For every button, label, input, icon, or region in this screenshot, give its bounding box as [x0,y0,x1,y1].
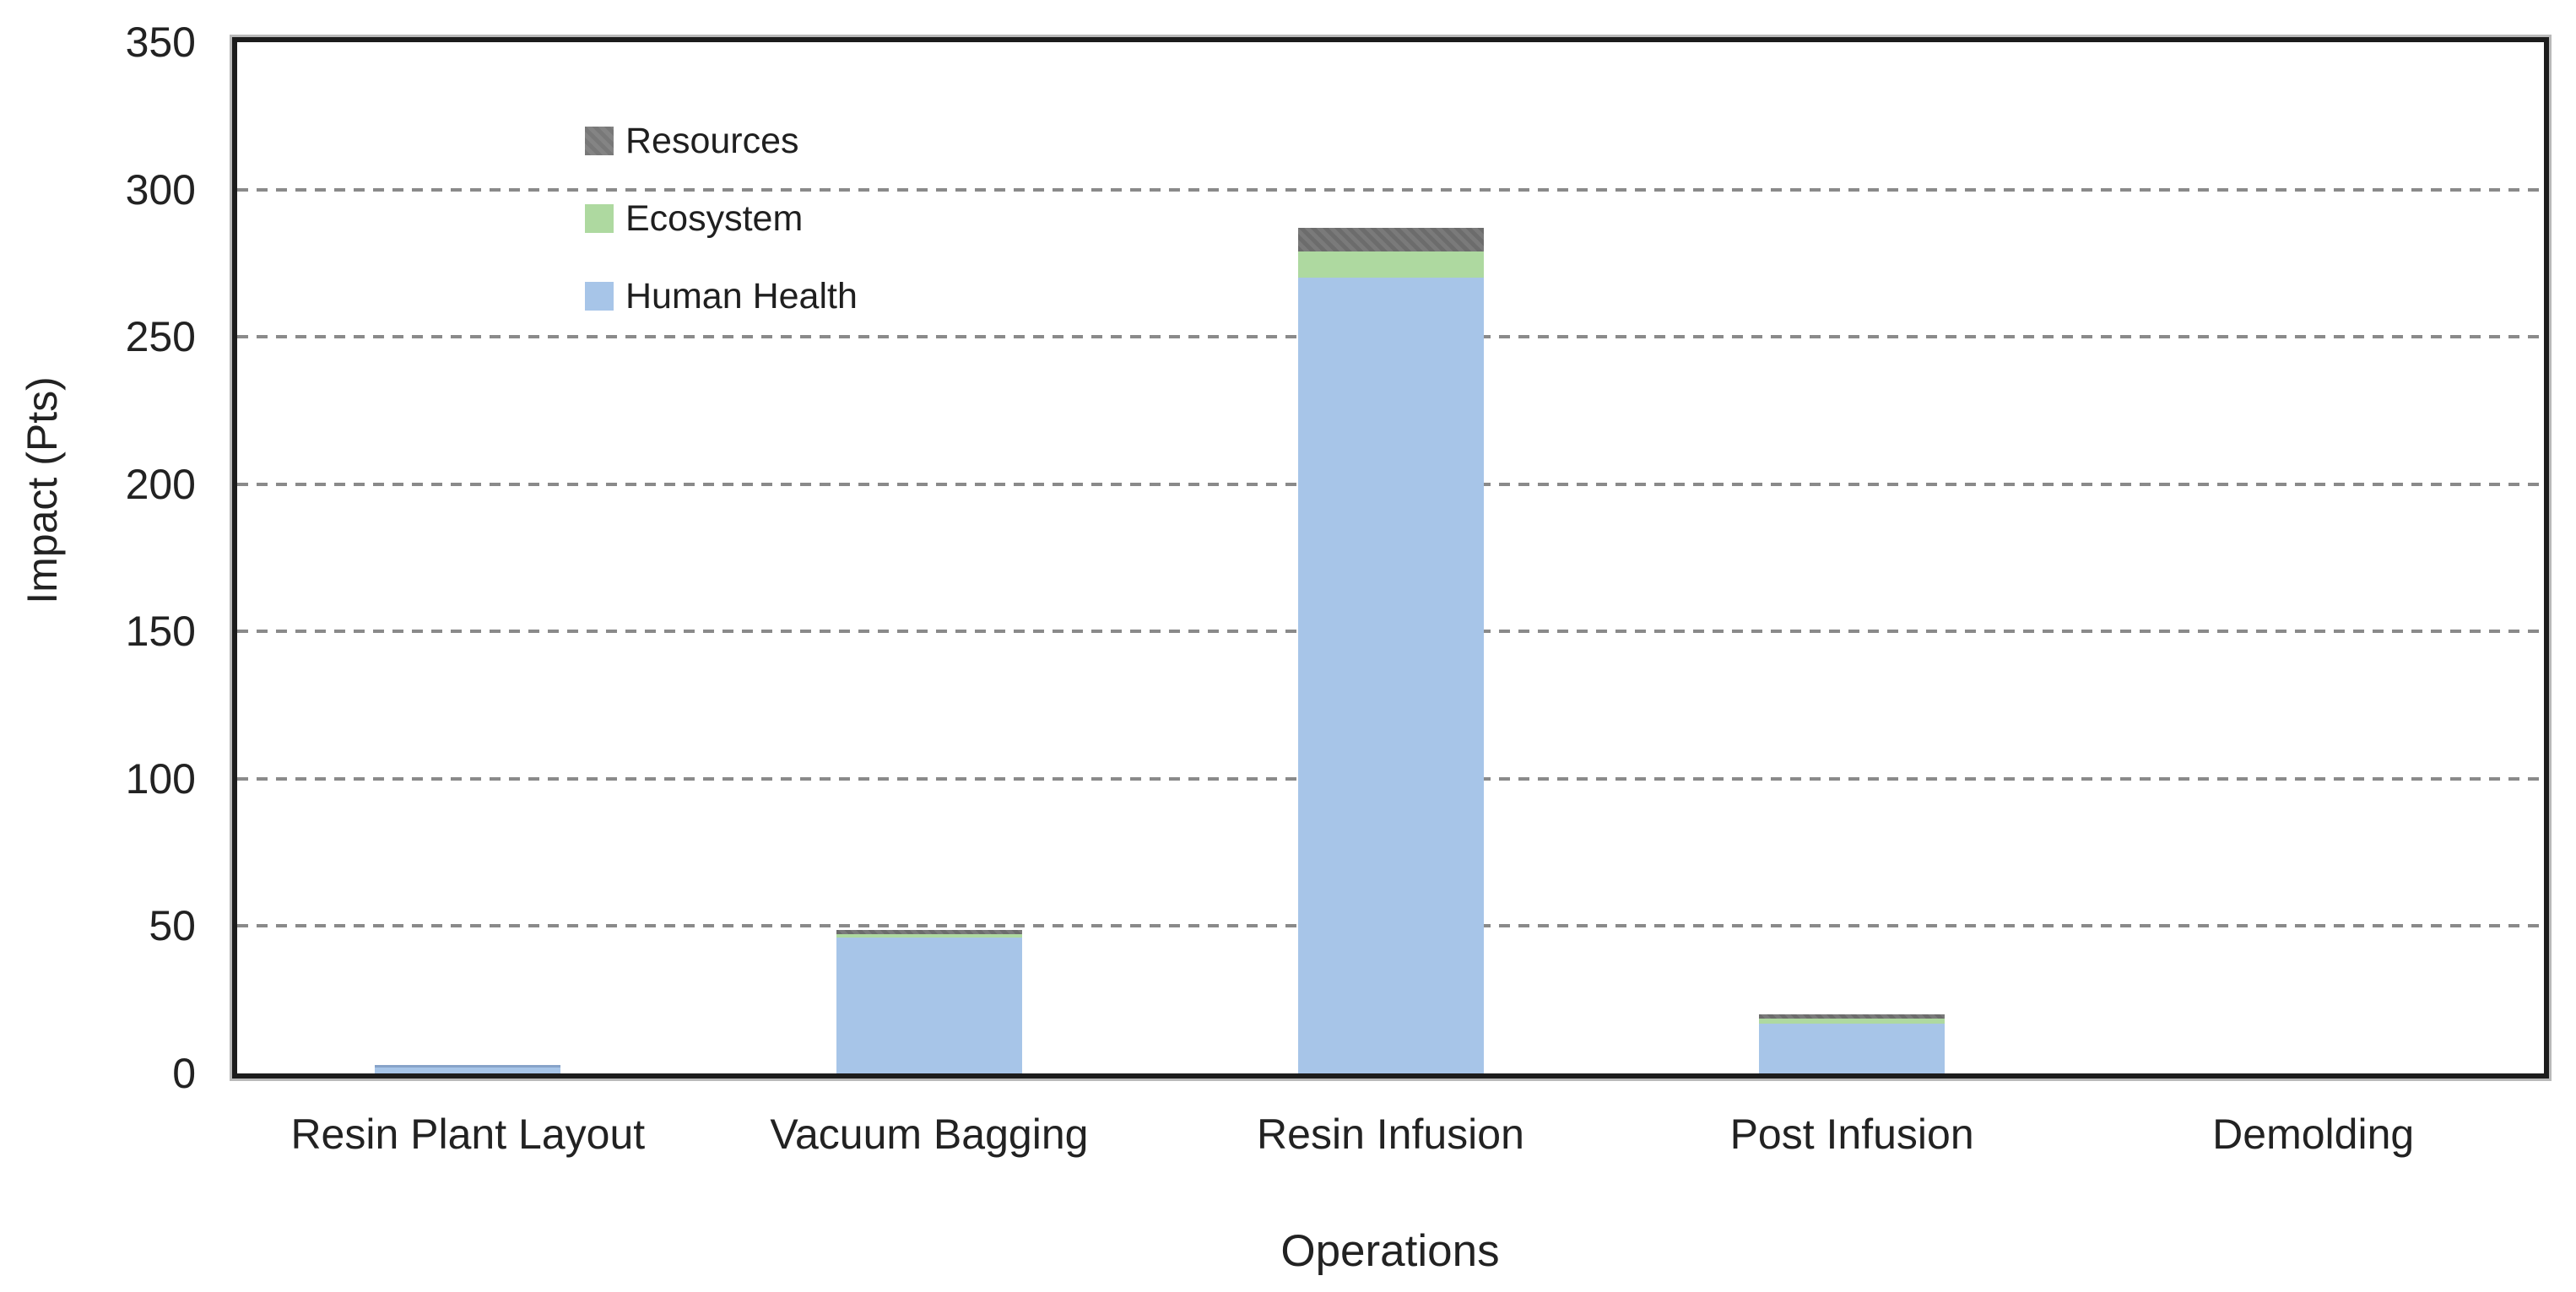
legend-swatch-resources [585,127,614,155]
segment-resources [1297,227,1484,251]
plot-area: Resources Ecosystem Human Health [232,37,2549,1078]
segment-human-health [836,938,1022,1073]
bar-vacuum-bagging [836,930,1022,1073]
x-tick-label-vacuum-bagging: Vacuum Bagging [770,1111,1089,1158]
x-tick-label-demolding: Demolding [2212,1111,2415,1158]
x-tick-label-post-infusion: Post Infusion [1729,1111,1974,1158]
y-tick-label-200: 200 [125,460,196,508]
y-tick-label-50: 50 [149,902,196,950]
y-tick-label-300: 300 [125,165,196,214]
x-tick-label-resin-plant-layout: Resin Plant Layout [290,1111,646,1158]
legend-label: Ecosystem [625,198,804,239]
legend-item-human-health: Human Health [585,277,873,316]
legend-item-resources: Resources [585,122,814,160]
y-tick-label-100: 100 [125,754,196,803]
legend-swatch-human-health [585,282,614,311]
legend-label: Resources [625,121,799,161]
segment-human-health [1759,1023,1946,1073]
bar-post-infusion [1759,1014,1946,1073]
segment-resources [1759,1014,1946,1019]
bar-resin-infusion [1297,227,1484,1073]
legend-label: Human Health [625,276,858,316]
segment-ecosystem [836,933,1022,938]
legend: Resources Ecosystem Human Health [585,122,873,354]
gridline-300 [237,187,2544,192]
segment-resources [836,930,1022,934]
legend-item-ecosystem: Ecosystem [585,198,819,239]
segment-human-health [1297,278,1484,1073]
y-tick-label-250: 250 [125,313,196,361]
segment-ecosystem [1759,1019,1946,1024]
legend-swatch-ecosystem [585,204,614,233]
y-tick-label-0: 0 [172,1050,196,1097]
segment-human-health [375,1064,561,1073]
segment-ecosystem [1297,251,1484,278]
y-tick-label-150: 150 [125,608,196,656]
x-axis-title: Operations [1280,1226,1500,1276]
bar-resin-plant-layout [375,1064,561,1073]
y-tick-label-350: 350 [125,19,196,66]
x-tick-label-resin-infusion: Resin Infusion [1257,1111,1524,1158]
